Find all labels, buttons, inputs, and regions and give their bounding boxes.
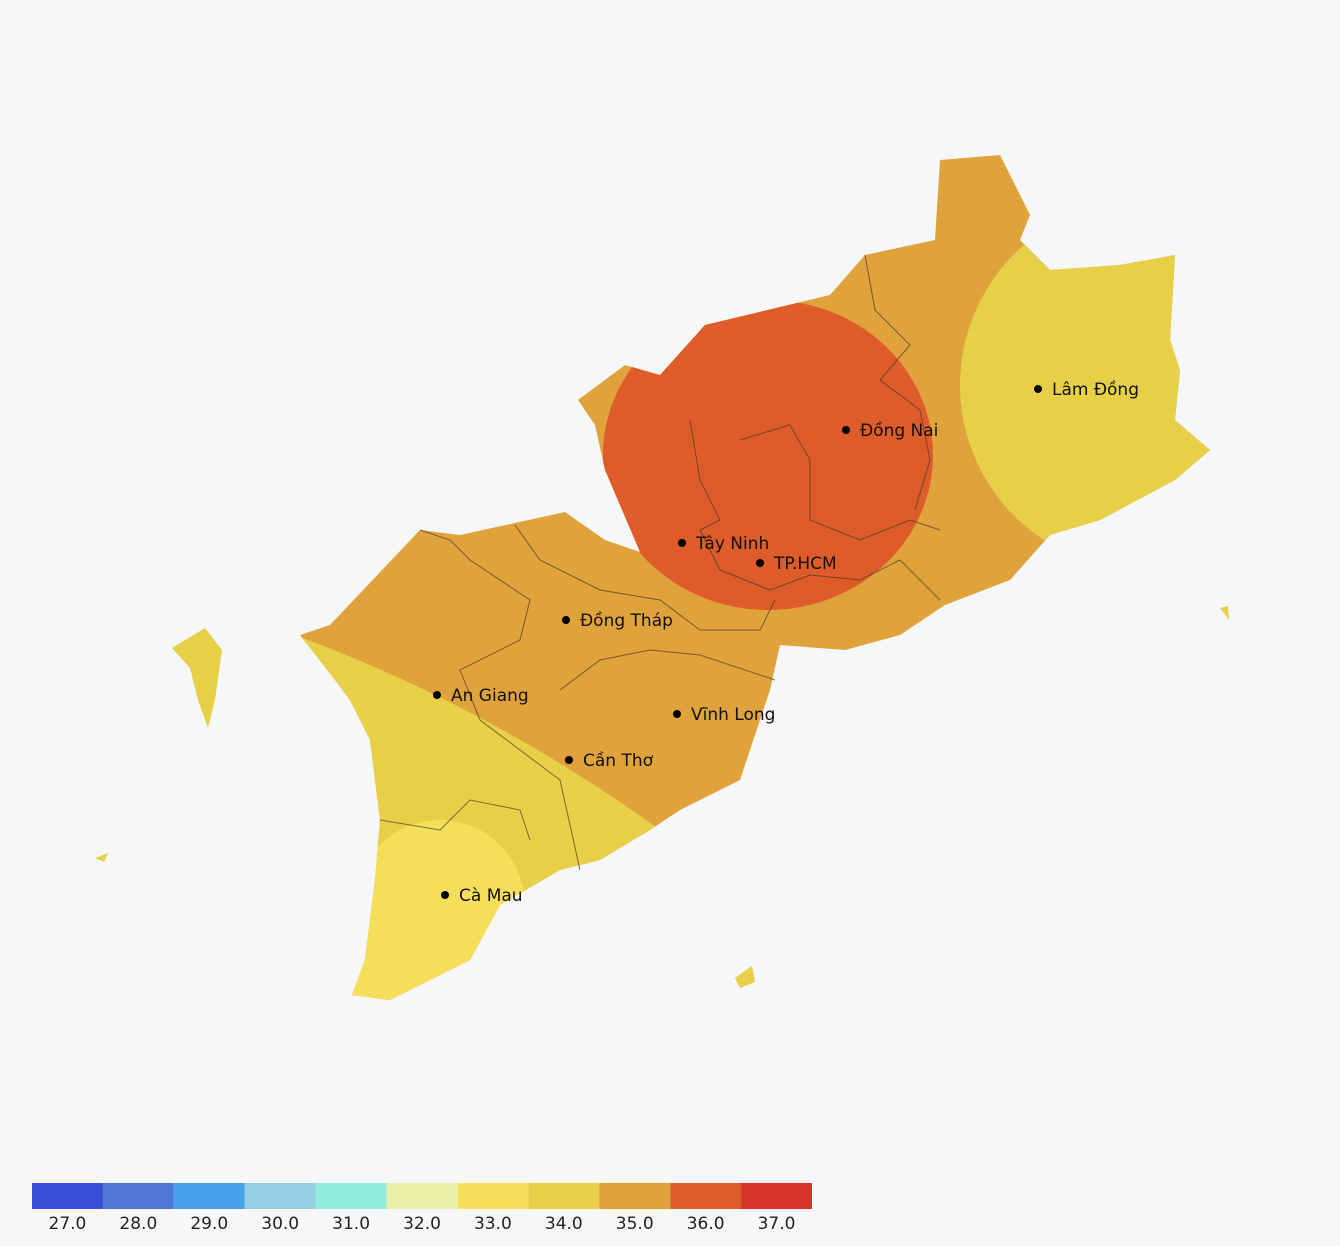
legend: 27.0 28.0 29.0 30.0 31.0 32.0 33.0 34.0 35.0 36.0… bbox=[32, 1183, 812, 1234]
legend-swatch bbox=[102, 1183, 174, 1209]
legend-swatch bbox=[457, 1183, 529, 1209]
place-label: Vĩnh Long bbox=[691, 705, 775, 725]
legend-swatch bbox=[599, 1183, 671, 1209]
island bbox=[735, 966, 755, 988]
place-label: Đồng Tháp bbox=[580, 610, 673, 631]
border bbox=[559, 649, 776, 691]
place-dot bbox=[1034, 385, 1042, 393]
island bbox=[95, 853, 108, 862]
place-dot bbox=[673, 710, 681, 718]
legend-swatch bbox=[244, 1183, 316, 1209]
place-dot bbox=[441, 891, 449, 899]
legend-tick-label: 30.0 bbox=[261, 1214, 299, 1234]
place-dot bbox=[842, 426, 850, 434]
legend-swatch bbox=[315, 1183, 387, 1209]
border bbox=[864, 254, 931, 511]
province-borders bbox=[379, 254, 941, 871]
islands bbox=[95, 606, 1229, 988]
legend-tick-label: 31.0 bbox=[332, 1214, 370, 1234]
legend-tick-label: 29.0 bbox=[190, 1214, 228, 1234]
place-label: Cần Thơ bbox=[583, 750, 654, 771]
zone-33-south bbox=[340, 900, 540, 1000]
island bbox=[172, 628, 222, 728]
legend-tick-label: 37.0 bbox=[758, 1214, 796, 1234]
place-dot bbox=[562, 616, 570, 624]
place-label: Lâm Đồng bbox=[1052, 379, 1139, 400]
place-dot bbox=[678, 539, 686, 547]
legend-tick-label: 32.0 bbox=[403, 1214, 441, 1234]
place-dot bbox=[756, 559, 764, 567]
legend-swatch bbox=[32, 1183, 103, 1209]
place-dot bbox=[565, 756, 573, 764]
place-dot bbox=[433, 691, 441, 699]
legend-swatch bbox=[670, 1183, 742, 1209]
place-label: Tây Ninh bbox=[695, 534, 769, 554]
place-label: Cà Mau bbox=[459, 886, 523, 906]
legend-tick-label: 35.0 bbox=[616, 1214, 654, 1234]
border bbox=[689, 419, 941, 601]
zone-36 bbox=[603, 300, 933, 610]
legend-tick-label: 33.0 bbox=[474, 1214, 512, 1234]
place-label: An Giang bbox=[451, 686, 529, 706]
legend-swatch bbox=[741, 1183, 812, 1209]
place-label: Đồng Nai bbox=[860, 420, 938, 441]
legend-swatch bbox=[173, 1183, 245, 1209]
place-label: TP.HCM bbox=[773, 554, 837, 574]
legend-tick-label: 34.0 bbox=[545, 1214, 583, 1234]
border bbox=[419, 529, 581, 871]
legend-swatch bbox=[528, 1183, 600, 1209]
legend-tick-label: 36.0 bbox=[687, 1214, 725, 1234]
island bbox=[1220, 606, 1229, 620]
zone-34-east bbox=[960, 200, 1210, 570]
border bbox=[514, 524, 776, 631]
border bbox=[379, 799, 531, 841]
border bbox=[739, 424, 941, 541]
legend-tick-label: 28.0 bbox=[119, 1214, 157, 1234]
legend-tick-label: 27.0 bbox=[49, 1214, 87, 1234]
legend-swatch bbox=[386, 1183, 458, 1209]
